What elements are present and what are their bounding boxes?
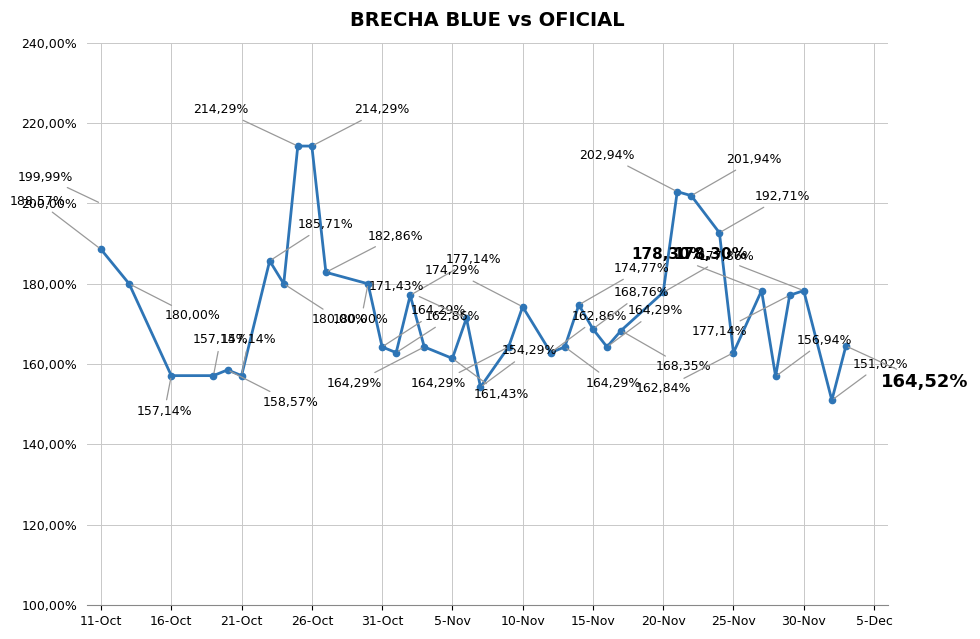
Text: 201,94%: 201,94%	[694, 153, 782, 194]
Text: 164,29%: 164,29%	[411, 348, 506, 390]
Text: 185,71%: 185,71%	[272, 218, 354, 259]
Text: 164,52%: 164,52%	[849, 347, 968, 391]
Text: 177,86%: 177,86%	[665, 250, 754, 291]
Text: 178,30%: 178,30%	[673, 247, 801, 289]
Text: 161,43%: 161,43%	[455, 360, 529, 401]
Text: 199,99%: 199,99%	[18, 171, 99, 203]
Text: 156,94%: 156,94%	[778, 334, 853, 375]
Text: 157,14%: 157,14%	[193, 333, 248, 373]
Text: 164,29%: 164,29%	[567, 348, 641, 390]
Text: 164,29%: 164,29%	[326, 348, 421, 390]
Text: 192,71%: 192,71%	[722, 190, 810, 231]
Text: 174,29%: 174,29%	[425, 264, 520, 305]
Text: 164,29%: 164,29%	[610, 304, 683, 345]
Text: 214,29%: 214,29%	[193, 104, 295, 145]
Text: 162,86%: 162,86%	[399, 310, 480, 351]
Text: 178,30%: 178,30%	[631, 247, 759, 289]
Text: 151,02%: 151,02%	[834, 358, 908, 399]
Text: 177,14%: 177,14%	[692, 296, 787, 338]
Text: 162,84%: 162,84%	[636, 354, 731, 396]
Text: 158,57%: 158,57%	[230, 371, 318, 408]
Text: 157,14%: 157,14%	[136, 378, 192, 419]
Text: 182,86%: 182,86%	[328, 229, 423, 271]
Text: 180,00%: 180,00%	[286, 285, 368, 327]
Title: BRECHA BLUE vs OFICIAL: BRECHA BLUE vs OFICIAL	[350, 11, 625, 30]
Text: 164,29%: 164,29%	[384, 304, 466, 346]
Text: 154,29%: 154,29%	[483, 344, 557, 385]
Text: 157,14%: 157,14%	[220, 333, 276, 373]
Text: 214,29%: 214,29%	[315, 104, 410, 145]
Text: 171,43%: 171,43%	[368, 280, 464, 317]
Text: 168,76%: 168,76%	[595, 286, 669, 327]
Text: 177,14%: 177,14%	[413, 252, 501, 294]
Text: 162,86%: 162,86%	[553, 310, 627, 351]
Text: 188,57%: 188,57%	[10, 195, 99, 248]
Text: 180,00%: 180,00%	[131, 285, 220, 323]
Text: 202,94%: 202,94%	[579, 149, 675, 190]
Text: 174,77%: 174,77%	[581, 262, 669, 304]
Text: 180,00%: 180,00%	[333, 286, 389, 327]
Text: 168,35%: 168,35%	[623, 332, 711, 373]
